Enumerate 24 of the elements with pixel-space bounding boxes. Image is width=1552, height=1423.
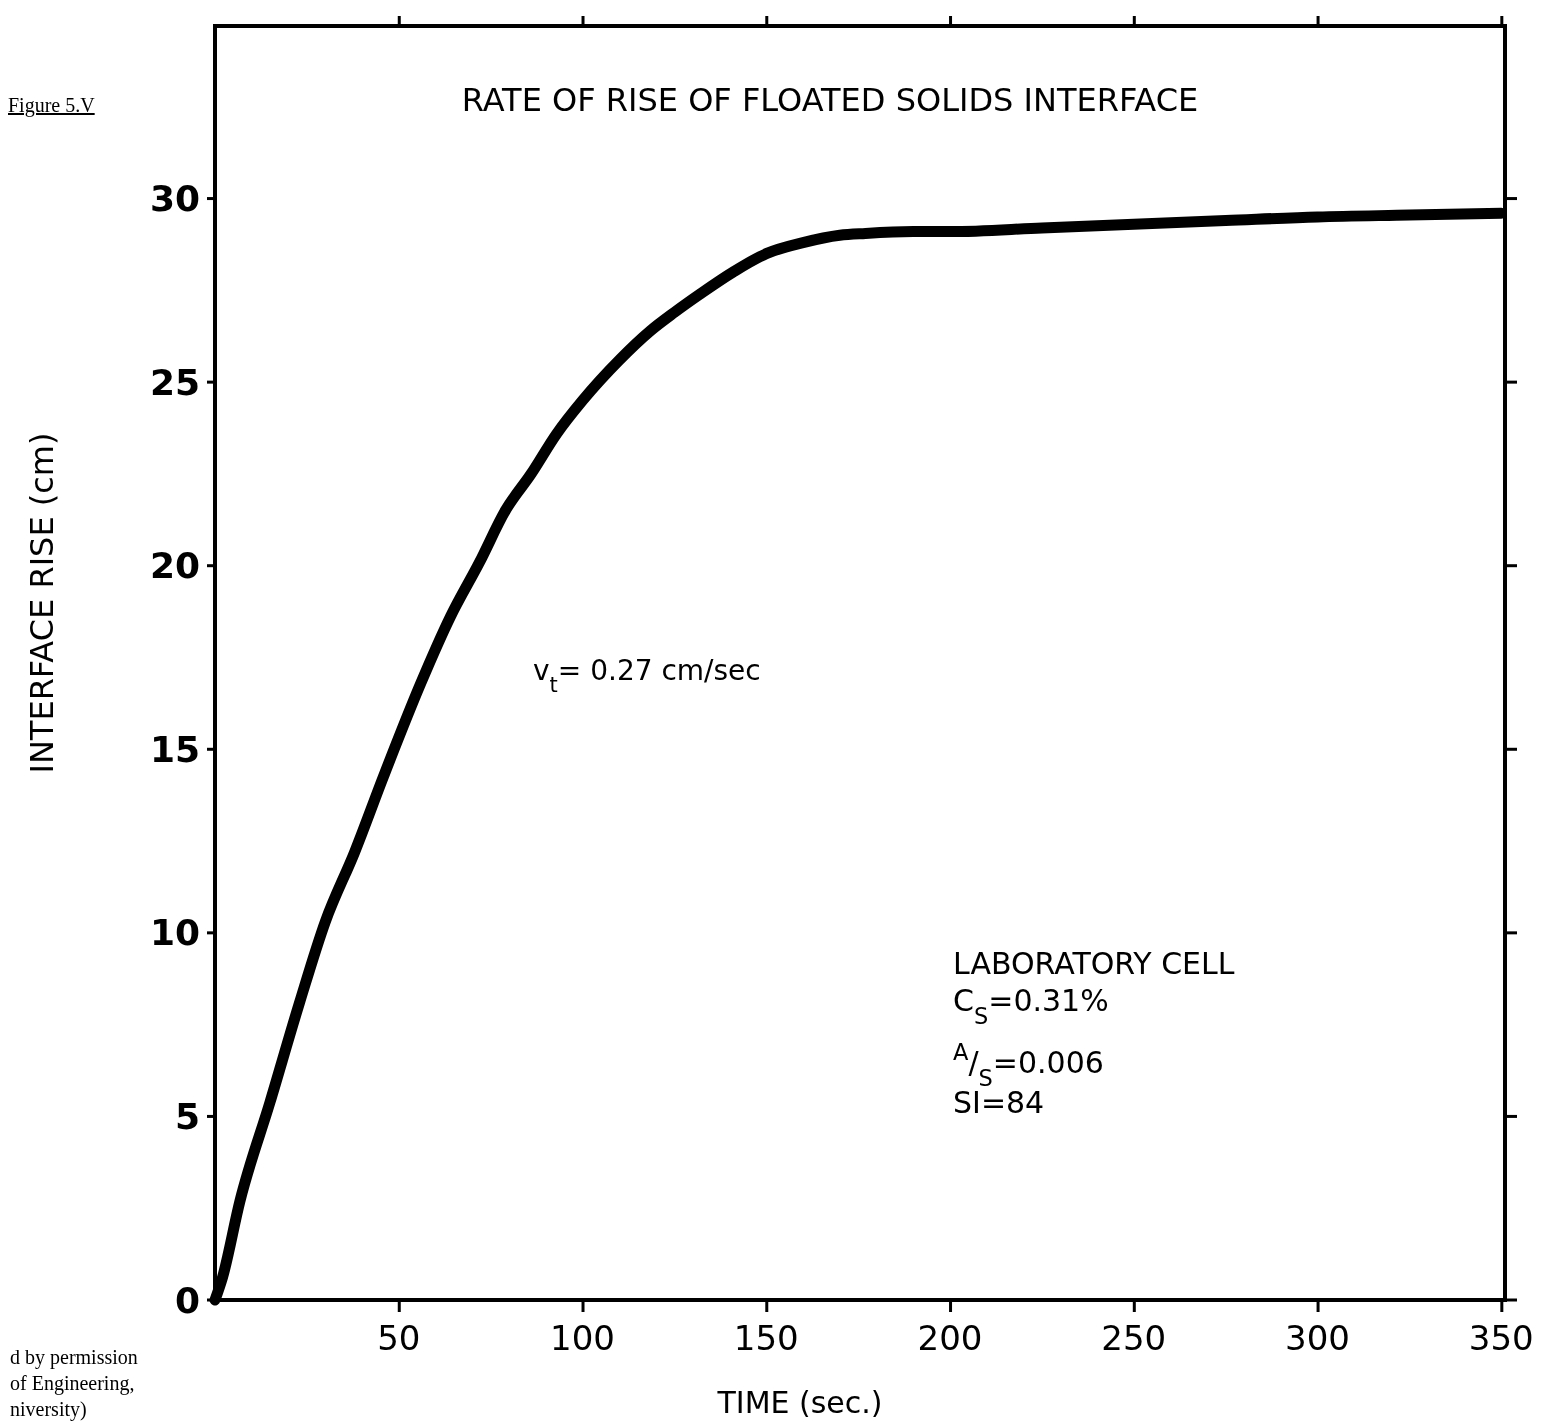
y-tick-label: 10 <box>149 912 200 954</box>
x-tick-label: 250 <box>1101 1318 1167 1358</box>
annotation: v$_{t}$= 0.27 cm/sec <box>533 654 761 697</box>
y-tick-label: 0 <box>174 1279 200 1321</box>
x-tick-label: 200 <box>917 1318 983 1358</box>
text: RATE OF RISE OF FLOATED SOLIDS INTERFACE <box>461 81 1199 119</box>
caption: Figure 5.V <box>8 94 96 117</box>
text: of Engineering, <box>10 1372 135 1395</box>
x-tick-label: 300 <box>1285 1318 1351 1358</box>
x-tick-label: 150 <box>733 1318 799 1358</box>
x-tick-label: 50 <box>377 1318 421 1358</box>
text: d by permission <box>10 1346 138 1369</box>
y-tick-label: 15 <box>149 728 200 770</box>
y-tick-label: 20 <box>149 545 200 587</box>
y-tick-label: 25 <box>149 361 200 403</box>
x-tick-label: 100 <box>550 1318 615 1358</box>
annotation: C$_{S}$=0.31% <box>953 983 1109 1029</box>
y-axis-title: INTERFACE RISE (cm) <box>23 432 61 774</box>
annotation: LABORATORY CELL <box>953 946 1235 981</box>
x-axis-title: TIME (sec.) <box>716 1385 883 1420</box>
y-tick-label: 30 <box>149 178 200 220</box>
x-tick-label: 350 <box>1468 1318 1534 1358</box>
text: niversity) <box>10 1398 87 1421</box>
y-tick-label: 5 <box>174 1096 200 1138</box>
